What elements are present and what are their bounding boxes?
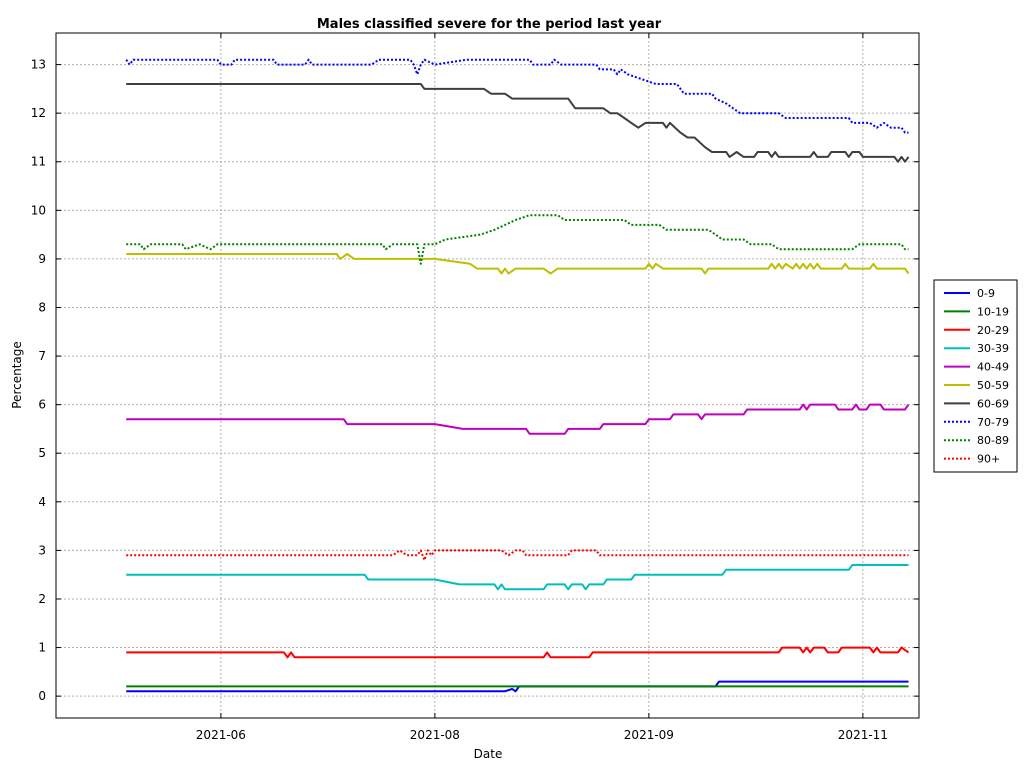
- y-tick-label: 6: [38, 398, 46, 412]
- plot-frame: [55, 32, 920, 719]
- legend-label: 10-19: [977, 305, 1009, 318]
- series-line-70-79: [125, 58, 909, 134]
- x-tick-label: 2021-08: [410, 728, 460, 742]
- y-tick-label: 7: [38, 349, 46, 363]
- legend-label: 80-89: [977, 434, 1009, 447]
- y-tick-label: 4: [38, 495, 46, 509]
- legend-label: 50-59: [977, 379, 1009, 392]
- y-tick-label: 3: [38, 543, 46, 557]
- legend-label: 60-69: [977, 397, 1009, 410]
- legend-label: 30-39: [977, 342, 1009, 355]
- series-line-20-29: [126, 646, 910, 659]
- y-tick-label: 13: [31, 58, 46, 72]
- legend: 0-9 10-19 20-29 30-39 40-49 50-59 60-69 70-79 80…: [933, 279, 1018, 473]
- y-axis-label: Percentage: [10, 341, 24, 409]
- series-line-50-59: [126, 253, 910, 275]
- series-line-80-89: [126, 214, 909, 265]
- x-axis-label: Date: [474, 747, 503, 761]
- series-line-60-69: [126, 83, 910, 163]
- x-tick-label: 2021-09: [624, 728, 674, 742]
- y-tick-label: 5: [38, 446, 46, 460]
- y-tick-label: 2: [38, 592, 46, 606]
- y-tick-label: 1: [38, 641, 46, 655]
- legend-label: 40-49: [977, 361, 1009, 374]
- y-tick-label: 12: [31, 106, 46, 120]
- x-tick-label: 2021-06: [196, 728, 246, 742]
- series-line-90+: [126, 549, 909, 562]
- legend-label: 20-29: [977, 324, 1009, 337]
- legend-label: 90+: [977, 453, 1000, 466]
- y-tick-label: 11: [31, 155, 46, 169]
- y-tick-label: 9: [38, 252, 46, 266]
- series-lines: [125, 58, 910, 693]
- legend-label: 0-9: [977, 287, 995, 300]
- y-tick-label: 10: [31, 203, 46, 217]
- legend-label: 70-79: [977, 416, 1009, 429]
- series-line-40-49: [126, 403, 910, 435]
- y-tick-label: 8: [38, 300, 46, 314]
- series-line-0-9: [126, 680, 909, 693]
- chart-title: Males classified severe for the period l…: [317, 17, 662, 32]
- series-line-30-39: [126, 564, 909, 591]
- legend-entries: 0-9 10-19 20-29 30-39 40-49 50-59 60-69 70-79 80…: [944, 287, 1009, 466]
- x-axis-ticks: 2021-06 2021-08 2021-09 2021-11: [196, 33, 888, 742]
- x-tick-label: 2021-11: [838, 728, 888, 742]
- y-tick-label: 0: [38, 689, 46, 703]
- gridlines: [56, 33, 919, 718]
